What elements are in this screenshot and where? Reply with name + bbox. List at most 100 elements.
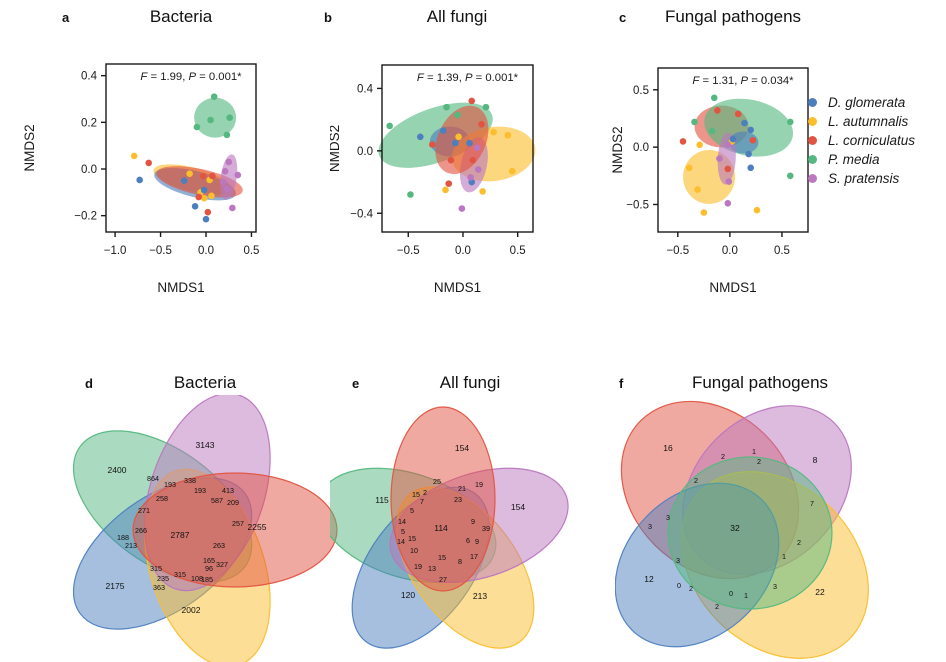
scatter-point [207, 116, 214, 124]
legend-label: L. corniculatus [828, 133, 916, 148]
x-tick-label: −1.0 [104, 245, 127, 257]
x-tick-label: 0.0 [198, 245, 214, 257]
venn-count-label: 209 [227, 498, 239, 507]
plot-box [381, 64, 534, 233]
scatter-point [416, 133, 424, 141]
group-ellipse [194, 97, 237, 138]
legend-color-dot [808, 155, 817, 164]
venn-count-label: 39 [482, 524, 490, 533]
scatter-point [455, 133, 462, 141]
x-tick-label: −0.5 [397, 245, 420, 257]
group-ellipse [435, 105, 489, 175]
venn-count-label: 1 [752, 447, 756, 456]
scatter-point [749, 136, 757, 144]
y-tick-label: −0.4 [350, 208, 373, 220]
venn-diagram-bacteria: 3143 2400 864 338 193 193 413 258 587 209 271 257 22… [55, 392, 355, 662]
scatter-point [679, 138, 687, 145]
venn-count-label: 258 [156, 494, 168, 503]
permanova-stat: F = 1.31, P = 0.034* [692, 75, 794, 87]
venn-count-label: 7 [420, 497, 424, 506]
venn-count-label: 3 [648, 522, 652, 531]
y-tick-label: 0.0 [81, 164, 97, 176]
venn-count-label: 96 [205, 564, 213, 573]
venn-count-label: 114 [434, 523, 448, 533]
scatter-point [447, 156, 455, 164]
nmds-plot-fungal-pathogens: −0.5 0.0 0.5 −0.5 0.0 0.5 F = 1.31, P = 0.034*… [600, 30, 840, 313]
panel-letter-c: c [619, 10, 627, 25]
scatter-point [786, 172, 794, 180]
x-tick-label: 0.5 [510, 245, 526, 257]
scatter-point [747, 126, 755, 134]
legend-label: L. autumnalis [828, 114, 909, 129]
panel-title-c: Fungal pathogens [664, 7, 802, 26]
venn-count-label: 1 [744, 591, 748, 600]
scatter-point [473, 144, 481, 152]
scatter-point [741, 119, 748, 127]
scatter-point [710, 94, 718, 102]
scatter-point [180, 177, 188, 184]
scatter-point [469, 156, 477, 164]
venn-count-label: 257 [232, 519, 244, 528]
scatter-point [209, 172, 216, 180]
y-tick-label: 0.0 [357, 146, 373, 158]
panel-letter-e: e [352, 376, 360, 391]
scatter-point [208, 192, 215, 200]
venn-count-label: 363 [153, 583, 165, 592]
scatter-point [468, 97, 476, 105]
venn-count-label: 2002 [182, 605, 201, 615]
venn-count-label: 27 [439, 575, 447, 584]
venn-count-label: 25 [433, 477, 441, 486]
scatter-point [454, 111, 461, 119]
venn-count-label: 2400 [108, 465, 127, 475]
venn-count-label: 5 [401, 527, 405, 536]
scatter-point [221, 168, 229, 175]
venn-count-label: 2 [715, 602, 719, 611]
panel-title-e: All fungi [439, 373, 501, 392]
scatter-point [753, 206, 761, 214]
venn-count-label: 2 [689, 584, 693, 593]
x-axis-label: NMDS1 [157, 280, 204, 295]
venn-count-label: 5 [410, 506, 414, 515]
venn-count-label: 8 [813, 455, 818, 465]
venn-count-label: 213 [125, 541, 137, 550]
venn-count-label: 0 [677, 581, 681, 590]
venn-count-label: 413 [222, 486, 234, 495]
venn-count-label: 108 [191, 574, 203, 583]
venn-count-label: 16 [663, 443, 673, 453]
x-tick-label: 0.0 [455, 245, 471, 257]
scatter-point [724, 141, 732, 149]
venn-count-label: 271 [138, 506, 150, 515]
venn-count-label: 7 [810, 499, 814, 508]
venn-diagram-fungal-pathogens: 16 2 1 2 8 2 7 3 3 32 2 1 3 12 0 2 0 1 3 22 2 [614, 395, 945, 662]
group-ellipse [728, 131, 759, 154]
scatter-point [223, 185, 231, 193]
nmds-plot-bacteria: −1.0 −0.5 0.0 0.5 −0.2 0.0 0.2 0.4 F = 1.99, P =… [20, 30, 330, 313]
venn-count-label: 17 [470, 552, 478, 561]
legend-color-dot [808, 174, 817, 183]
venn-count-label: 9 [471, 517, 475, 526]
scatter-point [219, 178, 227, 186]
scatter-point [458, 205, 466, 212]
scatter-svg-c: −0.5 0.0 0.5 −0.5 0.0 0.5 F = 1.31, P = 0.034*… [610, 67, 809, 295]
legend-item-3: P. media [808, 150, 915, 169]
venn-count-label: 3143 [196, 440, 215, 450]
legend-item-1: L. autumnalis [808, 112, 915, 131]
y-axis-label: NMDS2 [330, 125, 342, 172]
scatter-point [226, 114, 233, 121]
scatter-point [202, 215, 210, 223]
scatter-point [694, 186, 701, 193]
scatter-point [725, 178, 733, 185]
legend-label: S. pratensis [828, 171, 900, 186]
venn-count-label: 213 [473, 591, 487, 601]
legend-item-0: D. glomerata [808, 93, 915, 112]
venn-count-label: 193 [164, 480, 176, 489]
scatter-point [200, 194, 208, 202]
venn-set-ellipse [132, 472, 338, 588]
venn-count-label: 2 [757, 457, 761, 466]
venn-count-label: 15 [408, 534, 416, 543]
venn-count-label: 23 [454, 495, 462, 504]
venn-count-label: 3 [773, 582, 777, 591]
venn-count-label: 864 [147, 474, 159, 483]
scatter-point [386, 122, 393, 130]
